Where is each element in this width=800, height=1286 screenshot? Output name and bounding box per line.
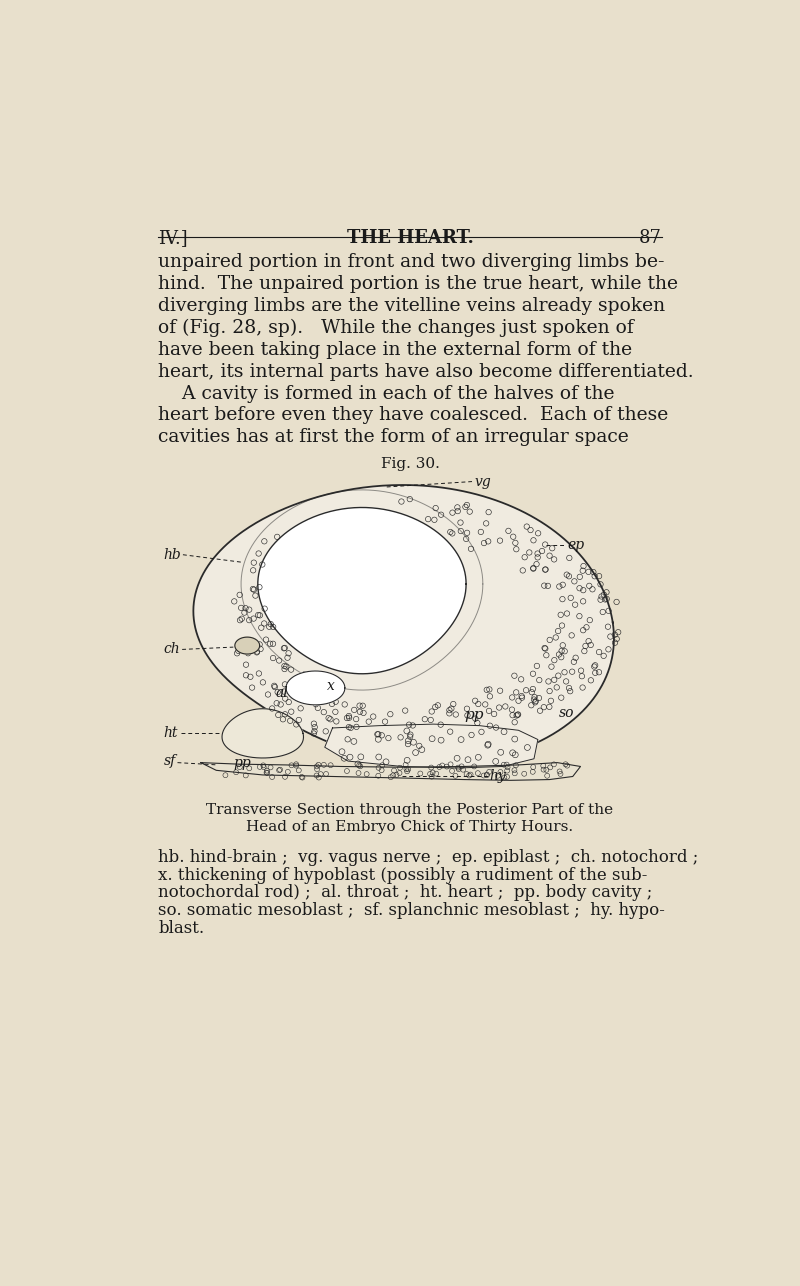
Text: IV.]: IV.]	[158, 229, 188, 247]
Text: Transverse Section through the Posterior Part of the: Transverse Section through the Posterior…	[206, 802, 614, 817]
Text: hy: hy	[490, 769, 506, 783]
Text: ht: ht	[163, 727, 178, 741]
Text: diverging limbs are the vitelline veins already spoken: diverging limbs are the vitelline veins …	[158, 297, 666, 315]
Text: so: so	[558, 706, 574, 720]
Polygon shape	[235, 637, 260, 655]
Text: ep: ep	[567, 539, 585, 553]
Text: notochordal rod) ;  al. throat ;  ht. heart ;  pp. body cavity ;: notochordal rod) ; al. throat ; ht. hear…	[158, 885, 652, 901]
Text: cavities has at first the form of an irregular space: cavities has at first the form of an irr…	[158, 428, 629, 446]
Text: x: x	[327, 679, 335, 693]
Text: al: al	[276, 687, 289, 701]
Text: unpaired portion in front and two diverging limbs be-: unpaired portion in front and two diverg…	[158, 253, 665, 271]
Text: THE HEART.: THE HEART.	[346, 229, 474, 247]
Text: ch: ch	[163, 643, 180, 656]
Polygon shape	[325, 724, 538, 768]
Text: hb. hind-brain ;  vg. vagus nerve ;  ep. epiblast ;  ch. notochord ;: hb. hind-brain ; vg. vagus nerve ; ep. e…	[158, 849, 698, 865]
Text: x. thickening of hypoblast (possibly a rudiment of the sub-: x. thickening of hypoblast (possibly a r…	[158, 867, 647, 883]
Text: hb: hb	[163, 548, 182, 562]
Text: have been taking place in the external form of the: have been taking place in the external f…	[158, 341, 632, 359]
Text: 87: 87	[639, 229, 662, 247]
Text: Fig. 30.: Fig. 30.	[381, 457, 439, 471]
Text: heart before even they have coalesced.  Each of these: heart before even they have coalesced. E…	[158, 406, 668, 424]
Text: hind.  The unpaired portion is the true heart, while the: hind. The unpaired portion is the true h…	[158, 275, 678, 293]
Text: sf: sf	[163, 754, 176, 768]
Polygon shape	[222, 709, 303, 757]
Polygon shape	[194, 485, 614, 764]
Text: of (Fig. 28, sp).   While the changes just spoken of: of (Fig. 28, sp). While the changes just…	[158, 319, 634, 337]
Polygon shape	[201, 763, 581, 781]
Text: so. somatic mesoblast ;  sf. splanchnic mesoblast ;  hy. hypo-: so. somatic mesoblast ; sf. splanchnic m…	[158, 901, 665, 919]
Text: pp: pp	[234, 756, 251, 769]
Text: A cavity is formed in each of the halves of the: A cavity is formed in each of the halves…	[158, 385, 614, 403]
Text: vg: vg	[474, 475, 491, 489]
Text: heart, its internal parts have also become differentiated.: heart, its internal parts have also beco…	[158, 363, 694, 381]
Text: blast.: blast.	[158, 919, 204, 936]
Polygon shape	[286, 671, 345, 705]
Text: Head of an Embryo Chick of Thirty Hours.: Head of an Embryo Chick of Thirty Hours.	[246, 819, 574, 833]
Polygon shape	[258, 508, 466, 674]
Text: pp: pp	[464, 707, 484, 721]
